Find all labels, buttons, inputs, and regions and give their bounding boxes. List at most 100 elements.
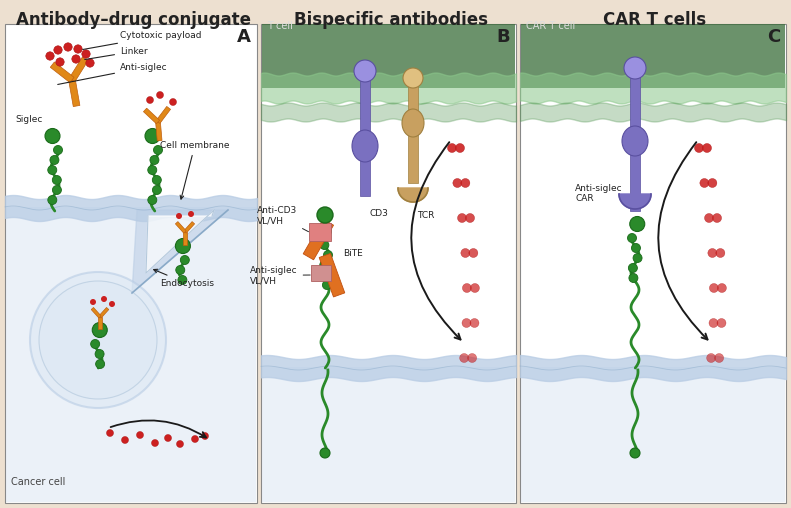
Bar <box>262 24 515 88</box>
Text: CD3: CD3 <box>369 209 388 218</box>
Circle shape <box>320 261 329 270</box>
Circle shape <box>320 448 330 458</box>
Bar <box>408 78 418 183</box>
Circle shape <box>705 213 713 223</box>
Ellipse shape <box>402 109 424 137</box>
Circle shape <box>153 185 161 195</box>
Circle shape <box>85 59 94 67</box>
Bar <box>311 265 331 281</box>
Circle shape <box>64 43 72 51</box>
Circle shape <box>467 354 477 363</box>
Bar <box>319 253 345 297</box>
Circle shape <box>90 299 96 305</box>
Circle shape <box>463 283 471 293</box>
Bar <box>69 79 80 107</box>
Circle shape <box>146 97 153 104</box>
Bar <box>91 307 101 318</box>
Circle shape <box>30 272 166 408</box>
Circle shape <box>180 256 189 265</box>
Text: TCR: TCR <box>417 211 434 220</box>
Circle shape <box>630 216 645 232</box>
Text: Anti-siglec: Anti-siglec <box>58 63 168 84</box>
Bar <box>6 207 256 502</box>
Circle shape <box>191 435 199 442</box>
Circle shape <box>460 354 468 363</box>
Circle shape <box>54 46 62 54</box>
Circle shape <box>47 196 57 205</box>
Bar <box>520 24 786 503</box>
Bar <box>303 219 334 260</box>
Polygon shape <box>132 210 228 293</box>
Circle shape <box>324 250 332 260</box>
Circle shape <box>176 213 182 219</box>
Circle shape <box>633 253 642 263</box>
Circle shape <box>145 129 160 143</box>
Circle shape <box>45 129 60 143</box>
Circle shape <box>39 281 157 399</box>
Circle shape <box>316 224 331 238</box>
Circle shape <box>150 155 159 165</box>
Ellipse shape <box>352 130 378 162</box>
Circle shape <box>466 213 475 223</box>
Circle shape <box>702 143 711 152</box>
Circle shape <box>153 145 162 154</box>
Circle shape <box>148 196 157 205</box>
Circle shape <box>448 143 456 152</box>
Circle shape <box>710 283 718 293</box>
Bar <box>5 24 257 503</box>
Bar <box>143 108 160 124</box>
Circle shape <box>630 448 640 458</box>
Circle shape <box>54 145 62 154</box>
Bar <box>156 122 162 141</box>
Circle shape <box>95 350 104 359</box>
Circle shape <box>318 270 327 279</box>
Text: Anti-siglec
VL/VH: Anti-siglec VL/VH <box>250 266 310 285</box>
Circle shape <box>176 266 185 274</box>
Bar <box>184 232 187 245</box>
Circle shape <box>470 319 479 328</box>
Circle shape <box>700 178 709 187</box>
Circle shape <box>462 319 471 328</box>
Circle shape <box>706 354 716 363</box>
Circle shape <box>627 234 637 242</box>
Polygon shape <box>398 188 428 202</box>
Circle shape <box>81 50 90 58</box>
Circle shape <box>91 339 100 348</box>
Bar <box>69 57 88 82</box>
Circle shape <box>694 143 703 152</box>
Bar <box>176 221 186 233</box>
Circle shape <box>52 185 62 195</box>
Circle shape <box>403 68 423 88</box>
Text: T cell: T cell <box>267 21 293 31</box>
Circle shape <box>471 283 479 293</box>
Polygon shape <box>146 210 214 273</box>
Ellipse shape <box>622 126 648 156</box>
Circle shape <box>109 301 115 307</box>
Circle shape <box>631 243 641 252</box>
Text: C: C <box>766 28 780 46</box>
Circle shape <box>157 91 164 99</box>
Circle shape <box>709 319 718 328</box>
Bar <box>521 367 785 502</box>
Text: Antibody–drug conjugate: Antibody–drug conjugate <box>17 11 252 29</box>
Circle shape <box>178 275 187 284</box>
Circle shape <box>717 319 726 328</box>
Circle shape <box>202 432 209 439</box>
Text: Anti-siglec
CAR: Anti-siglec CAR <box>575 183 623 203</box>
Circle shape <box>628 264 638 272</box>
Text: B: B <box>497 28 510 46</box>
Bar <box>360 71 370 196</box>
Circle shape <box>188 211 194 217</box>
Circle shape <box>624 57 646 79</box>
Circle shape <box>323 280 331 290</box>
Circle shape <box>169 99 176 106</box>
Text: Endocytosis: Endocytosis <box>153 269 214 288</box>
Circle shape <box>50 155 59 165</box>
Circle shape <box>47 166 57 175</box>
Text: Siglec: Siglec <box>15 115 43 124</box>
Circle shape <box>713 213 721 223</box>
Bar <box>630 68 640 211</box>
Text: Linker: Linker <box>85 47 148 59</box>
Circle shape <box>93 323 108 337</box>
Circle shape <box>629 273 638 282</box>
